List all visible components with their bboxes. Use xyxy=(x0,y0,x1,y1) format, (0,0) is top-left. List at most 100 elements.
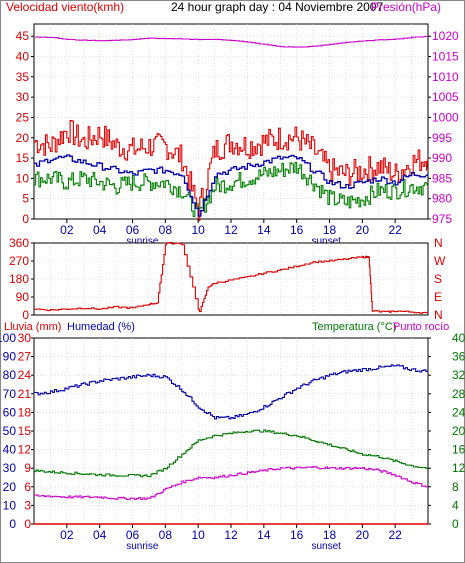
temperature-tick-label: 40 xyxy=(452,331,465,345)
x-tick-label: 16 xyxy=(290,223,304,237)
pressure-tick-label: 975 xyxy=(432,212,452,226)
x-tick-label: 12 xyxy=(224,223,238,237)
pressure-tick-label: 990 xyxy=(432,151,452,165)
rain-humidity-temp-panel: 0102030405060708090100036912151821242730… xyxy=(0,331,465,552)
humidity-tick-label: 60 xyxy=(3,405,17,419)
sunset-marker: sunset xyxy=(311,236,341,247)
humidity-tick-label: 40 xyxy=(3,443,17,457)
wind-tick-label: 10 xyxy=(16,171,30,185)
wind-tick-label: 30 xyxy=(16,90,30,104)
temperature-tick-label: 20 xyxy=(452,424,465,438)
x-tick-label: 06 xyxy=(126,223,140,237)
direction-tick-label: 0 xyxy=(22,308,29,322)
x-tick-label: 18 xyxy=(323,528,337,542)
x-tick-label: 18 xyxy=(323,223,337,237)
direction-tick-label: 90 xyxy=(16,290,30,304)
rain-axis-label: Lluvia (mm) xyxy=(4,321,61,333)
rain-tick-label: 24 xyxy=(18,368,32,382)
rain-tick-label: 15 xyxy=(18,424,32,438)
wind-tick-label: 25 xyxy=(16,110,30,124)
rain-tick-label: 30 xyxy=(18,331,32,345)
humidity-axis-label: Humedad (%) xyxy=(67,321,135,333)
rain-tick-label: 12 xyxy=(18,443,32,457)
sunrise-marker: sunrise xyxy=(126,236,159,247)
direction-tick-label: 270 xyxy=(9,254,29,268)
x-tick-label: 10 xyxy=(191,528,205,542)
series-direction xyxy=(34,241,429,314)
x-tick-label: 20 xyxy=(356,528,370,542)
compass-label: N xyxy=(434,308,443,322)
compass-label: W xyxy=(434,254,446,268)
x-tick-label: 02 xyxy=(60,223,74,237)
wind-tick-label: 35 xyxy=(16,70,30,84)
temperature-tick-label: 32 xyxy=(452,368,465,382)
series-dewpoint xyxy=(34,466,429,501)
temperature-tick-label: 12 xyxy=(452,461,465,475)
wind-tick-label: 40 xyxy=(16,50,30,64)
rain-tick-label: 0 xyxy=(24,517,31,531)
x-tick-label: 14 xyxy=(257,528,271,542)
series-pressure xyxy=(34,35,429,48)
sunrise-marker: sunrise xyxy=(126,541,159,552)
rain-tick-label: 18 xyxy=(18,405,32,419)
direction-tick-label: 180 xyxy=(9,272,29,286)
wind-tick-label: 45 xyxy=(16,29,30,43)
series-gust xyxy=(34,120,429,222)
wind-tick-label: 15 xyxy=(16,151,30,165)
humidity-tick-label: 30 xyxy=(3,461,17,475)
temperature-tick-label: 24 xyxy=(452,405,465,419)
graph-title: 24 hour graph day : 04 Noviembre 2007 xyxy=(171,0,383,14)
x-tick-label: 22 xyxy=(388,223,402,237)
pressure-axis-label: Presión(hPa) xyxy=(371,0,441,14)
dewpoint-axis-label: Punto rocío xyxy=(393,321,449,333)
x-tick-label: 08 xyxy=(159,528,173,542)
x-tick-label: 10 xyxy=(191,223,205,237)
pressure-tick-label: 1005 xyxy=(432,90,459,104)
pressure-tick-label: 1020 xyxy=(432,29,459,43)
humidity-tick-label: 70 xyxy=(3,387,17,401)
wind-tick-label: 20 xyxy=(16,131,30,145)
compass-label: S xyxy=(434,272,442,286)
temperature-tick-label: 0 xyxy=(452,517,459,531)
rain-tick-label: 6 xyxy=(24,480,31,494)
humidity-tick-label: 0 xyxy=(9,517,16,531)
sunset-marker: sunset xyxy=(311,541,341,552)
pressure-tick-label: 985 xyxy=(432,171,452,185)
wind-tick-label: 5 xyxy=(22,192,29,206)
humidity-tick-label: 20 xyxy=(3,480,17,494)
temperature-tick-label: 4 xyxy=(452,498,459,512)
series-max xyxy=(34,161,429,218)
x-tick-label: 04 xyxy=(93,528,107,542)
temperature-axis-label: Temperatura (°C) xyxy=(312,321,396,333)
wind-pressure-panel: 0510152025303540459759809859909951000100… xyxy=(16,23,459,247)
compass-label: N xyxy=(434,236,443,250)
pressure-tick-label: 1000 xyxy=(432,110,459,124)
series-temperature xyxy=(34,429,429,478)
humidity-tick-label: 90 xyxy=(3,350,17,364)
humidity-tick-label: 100 xyxy=(0,331,16,345)
temperature-tick-label: 8 xyxy=(452,480,459,494)
humidity-tick-label: 10 xyxy=(3,498,17,512)
x-tick-label: 20 xyxy=(356,223,370,237)
temperature-tick-label: 36 xyxy=(452,350,465,364)
x-tick-label: 16 xyxy=(290,528,304,542)
direction-tick-label: 360 xyxy=(9,236,29,250)
pressure-tick-label: 1015 xyxy=(432,50,459,64)
x-tick-label: 02 xyxy=(60,528,74,542)
series-avg xyxy=(34,154,429,217)
rain-tick-label: 3 xyxy=(24,498,31,512)
x-tick-label: 22 xyxy=(388,528,402,542)
rain-tick-label: 9 xyxy=(24,461,31,475)
humidity-tick-label: 50 xyxy=(3,424,17,438)
x-tick-label: 04 xyxy=(93,223,107,237)
x-tick-label: 14 xyxy=(257,223,271,237)
series-humidity xyxy=(34,364,428,420)
wind-tick-label: 0 xyxy=(22,212,29,226)
x-tick-label: 06 xyxy=(126,528,140,542)
pressure-tick-label: 995 xyxy=(432,131,452,145)
pressure-tick-label: 980 xyxy=(432,192,452,206)
x-tick-label: 08 xyxy=(159,223,173,237)
x-tick-label: 12 xyxy=(224,528,238,542)
